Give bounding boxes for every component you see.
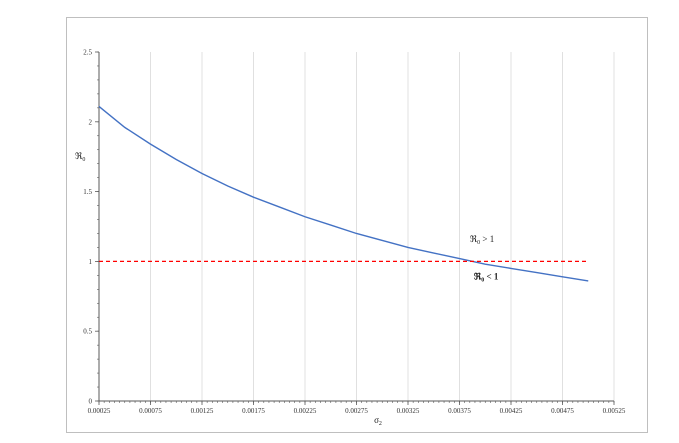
grid-lines [150, 52, 615, 401]
y-axis-title: ℜ0 [75, 151, 85, 163]
x-axis-title: σ2 [374, 415, 382, 427]
annotation-subscript: 0 [481, 278, 484, 284]
y-tick-label: 0.5 [83, 328, 92, 336]
y-axis-title-main: ℜ [75, 151, 83, 161]
annotation-relation: < 1 [484, 272, 499, 282]
x-tick-label: 0.00275 [345, 407, 368, 415]
x-axis-title-main: σ [374, 415, 379, 425]
y-tick-label: 1 [89, 258, 93, 266]
x-tick-label: 0.00175 [242, 407, 265, 415]
r0-curve [98, 105, 589, 282]
axes [95, 51, 615, 405]
x-tick-label: 0.00225 [294, 407, 317, 415]
y-tick-labels: 0 0.5 1 1.5 2 2.5 [83, 49, 92, 406]
annotation-symbol: ℜ [470, 234, 478, 244]
x-tick-label: 0.00425 [500, 407, 523, 415]
y-tick-label: 2.5 [83, 49, 92, 57]
x-tick-label: 0.00025 [88, 407, 111, 415]
x-tick-label: 0.00325 [397, 407, 420, 415]
annotations: ℜ0 > 1ℜ0 < 1 [470, 234, 499, 284]
annotation-relation: > 1 [480, 234, 494, 244]
y-tick-label: 2 [89, 118, 93, 126]
series-group [98, 105, 589, 282]
x-tick-label: 0.00475 [551, 407, 574, 415]
chart-frame: 0.00025 0.00075 0.00125 0.00175 0.00225 0.002… [66, 17, 648, 433]
y-axis-title-sub: 0 [82, 157, 85, 163]
annotation-symbol: ℜ [474, 272, 482, 282]
x-tick-label: 0.00525 [603, 407, 626, 415]
annotation-r0-less-1: ℜ0 < 1 [474, 272, 499, 284]
line-chart: 0.00025 0.00075 0.00125 0.00175 0.00225 0.002… [75, 49, 626, 428]
annotation-r0-greater-1: ℜ0 > 1 [470, 234, 494, 246]
x-tick-label: 0.00075 [139, 407, 162, 415]
annotation-subscript: 0 [477, 240, 480, 246]
y-tick-label: 0 [89, 398, 93, 406]
y-tick-label: 1.5 [83, 188, 92, 196]
x-tick-labels: 0.00025 0.00075 0.00125 0.00175 0.00225 0.002… [88, 407, 626, 415]
x-tick-label: 0.00375 [448, 407, 471, 415]
x-axis-title-sub: 2 [379, 421, 382, 427]
x-tick-label: 0.00125 [191, 407, 214, 415]
